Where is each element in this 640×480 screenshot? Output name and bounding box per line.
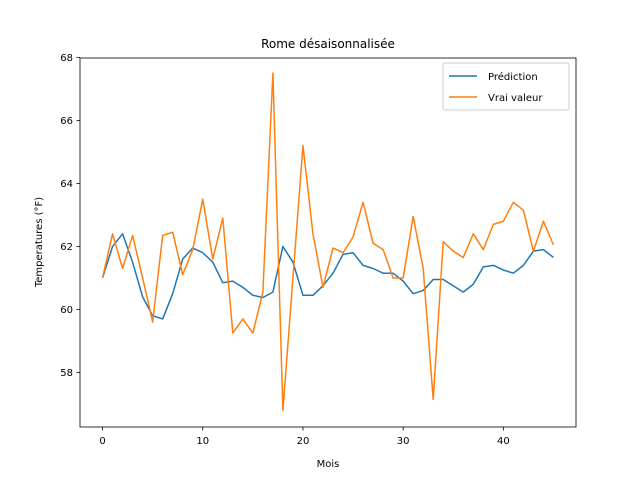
y-tick-label: 58 <box>60 368 73 379</box>
x-tick-label: 10 <box>196 436 209 447</box>
legend-label-1: Vrai valeur <box>488 93 543 104</box>
y-axis-label: Temperatures (°F) <box>34 197 45 288</box>
legend-label-0: Prédiction <box>488 71 538 83</box>
series-line-0 <box>101 233 554 320</box>
y-tick-label: 62 <box>60 242 73 253</box>
legend: Prédiction Vrai valeur <box>442 62 570 111</box>
chart-title: Rome désaisonnalisée <box>261 37 395 51</box>
y-tick-label: 68 <box>60 53 73 64</box>
y-tick-label: 66 <box>60 116 73 127</box>
y-tick-label: 64 <box>60 179 73 190</box>
legend-box <box>442 62 570 111</box>
axes-frame <box>79 57 577 428</box>
x-axis-label: Mois <box>317 459 340 470</box>
x-tick-label: 0 <box>99 436 105 447</box>
x-tick-label: 20 <box>297 436 310 447</box>
plot-area: 0 10 20 30 40 58 60 62 64 66 68 <box>60 53 577 447</box>
y-tick-label: 60 <box>60 305 73 316</box>
series-line-1 <box>101 72 555 412</box>
x-tick-label: 40 <box>497 436 510 447</box>
x-tick-label: 30 <box>397 436 410 447</box>
